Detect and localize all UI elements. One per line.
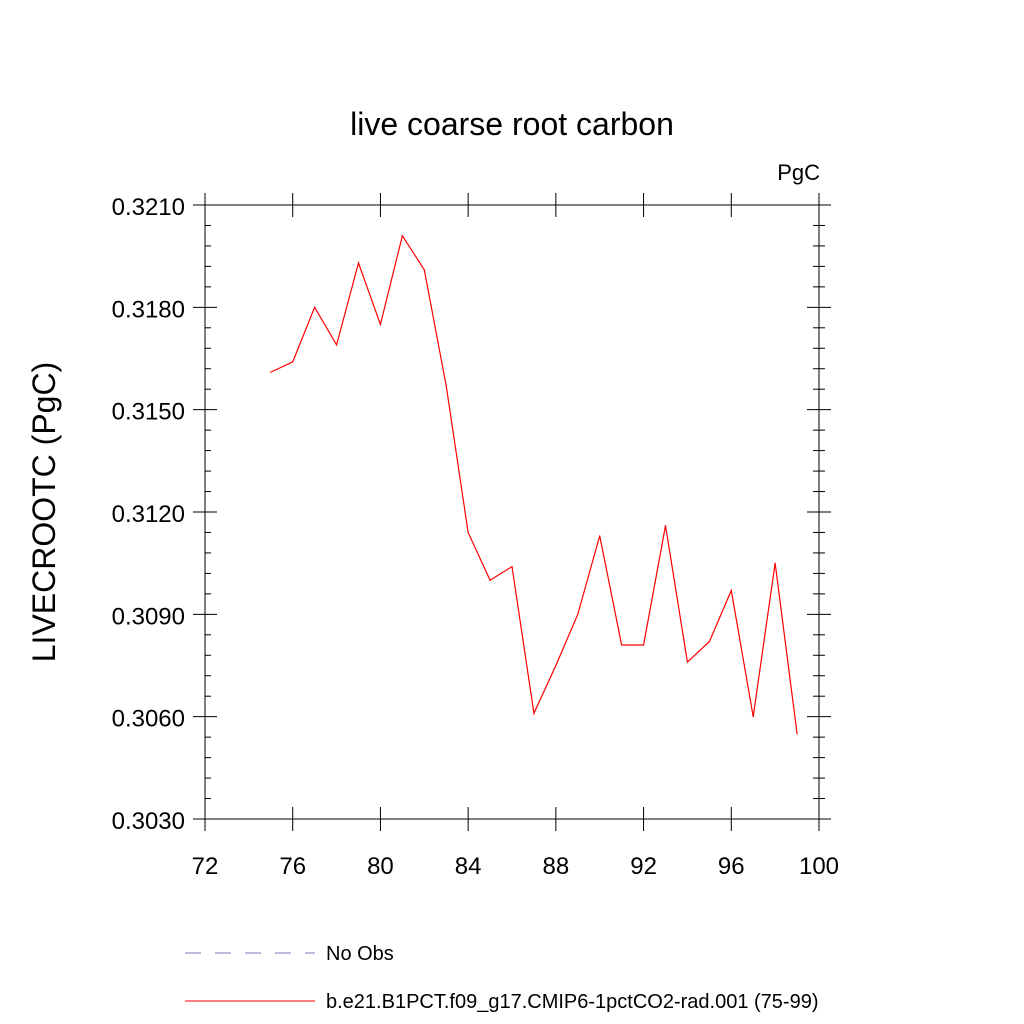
data-point bbox=[555, 664, 557, 667]
data-point bbox=[489, 579, 491, 581]
data-point bbox=[621, 644, 623, 646]
chart-title: live coarse root carbon bbox=[350, 106, 674, 142]
legend-label-no-obs: No Obs bbox=[326, 943, 394, 965]
x-tick-label: 76 bbox=[279, 853, 306, 880]
data-point bbox=[379, 323, 382, 325]
data-point bbox=[511, 565, 513, 568]
x-axis-ticks: 72 76 80 84 88 92 96 100 bbox=[192, 193, 839, 880]
data-point bbox=[642, 644, 645, 646]
y-tick-label: 0.3120 bbox=[112, 501, 185, 528]
y-axis-label: LIVECROOTC (PgC) bbox=[26, 362, 62, 662]
data-point bbox=[533, 712, 535, 714]
data-point bbox=[357, 262, 360, 264]
data-point bbox=[752, 716, 754, 718]
data-point bbox=[335, 344, 338, 346]
x-tick-label: 92 bbox=[630, 853, 657, 880]
data-point bbox=[730, 589, 732, 592]
data-point bbox=[270, 371, 272, 373]
data-point bbox=[599, 535, 601, 537]
data-point bbox=[577, 613, 579, 615]
y-tick-label: 0.3090 bbox=[112, 603, 185, 630]
y-tick-label: 0.3180 bbox=[112, 296, 185, 323]
units-label: PgC bbox=[777, 160, 820, 185]
data-point bbox=[686, 661, 689, 663]
y-axis-ticks: 0.3030 0.3060 0.3090 0.3120 0.3150 0.3180 0.32… bbox=[112, 194, 831, 835]
data-point bbox=[423, 269, 425, 271]
plot-frame bbox=[204, 204, 820, 820]
y-tick-label: 0.3150 bbox=[112, 399, 185, 426]
x-tick-label: 88 bbox=[543, 853, 570, 880]
x-tick-label: 84 bbox=[455, 853, 482, 880]
y-tick-label: 0.3030 bbox=[112, 808, 185, 835]
x-tick-label: 72 bbox=[192, 853, 219, 880]
legend-label-series: b.e21.B1PCT.f09_g17.CMIP6-1pctCO2-rad.00… bbox=[326, 991, 819, 1013]
y-tick-label: 0.3210 bbox=[112, 194, 185, 221]
data-point bbox=[445, 385, 447, 387]
x-tick-label: 96 bbox=[718, 853, 745, 880]
data-point bbox=[796, 733, 798, 735]
data-point bbox=[774, 562, 776, 564]
y-tick-label: 0.3060 bbox=[112, 706, 185, 733]
data-point bbox=[664, 525, 667, 527]
data-point bbox=[292, 361, 294, 363]
data-point bbox=[467, 531, 469, 534]
data-point bbox=[708, 641, 710, 643]
series-line-0 bbox=[270, 234, 798, 734]
data-point bbox=[314, 306, 316, 308]
x-tick-label: 100 bbox=[799, 853, 839, 880]
x-tick-label: 80 bbox=[367, 853, 394, 880]
legend: No Obs b.e21.B1PCT.f09_g17.CMIP6-1pctCO2… bbox=[185, 943, 819, 1013]
data-point bbox=[401, 235, 403, 237]
series-layer bbox=[270, 234, 798, 735]
